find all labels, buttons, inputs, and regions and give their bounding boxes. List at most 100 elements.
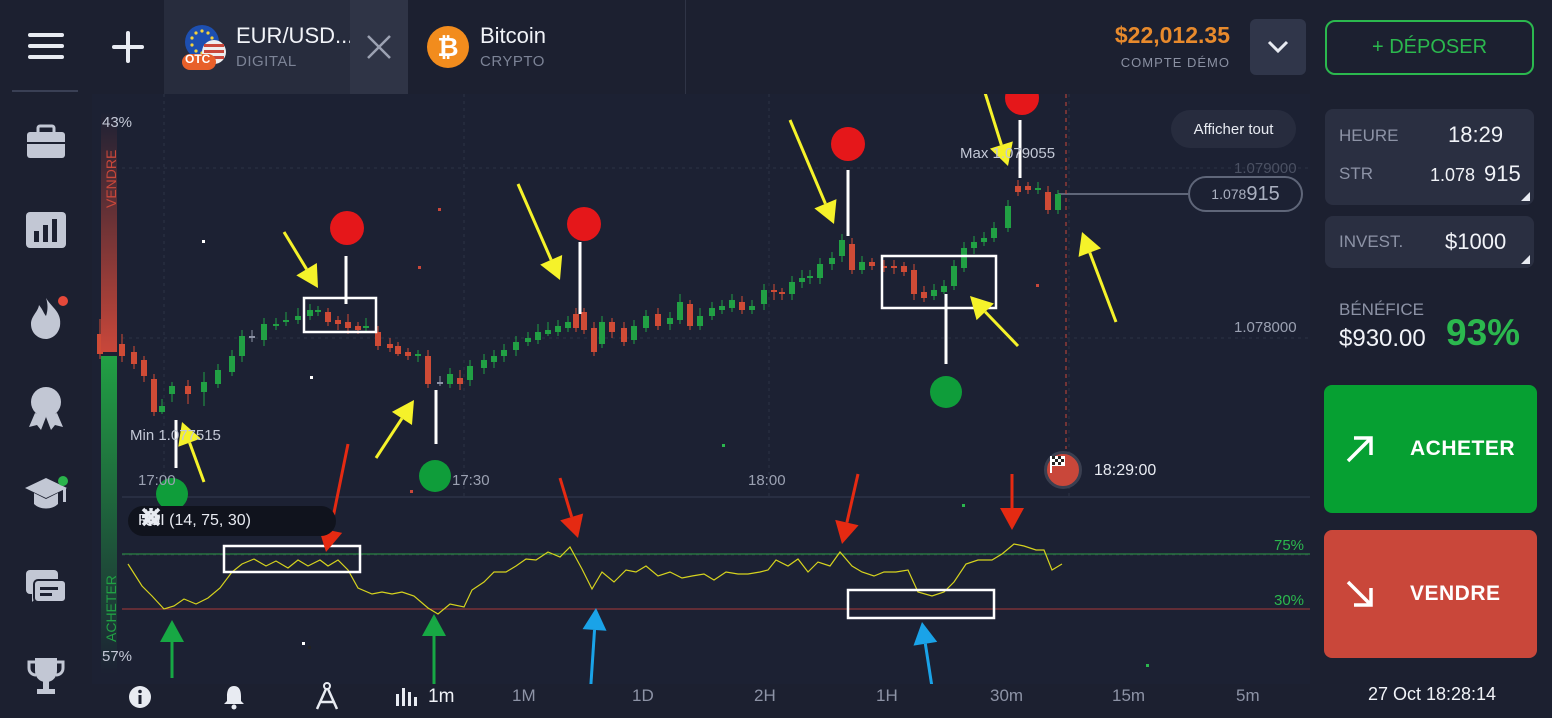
deposit-button[interactable]: + DÉPOSER [1325,20,1534,75]
candle [283,320,289,322]
candle [239,336,245,356]
candle [891,266,897,268]
education-icon[interactable] [18,466,74,522]
candle [457,378,463,384]
chart-type-icon[interactable] [394,686,418,708]
sentiment-buy-percent: 57% [102,648,133,665]
candle [491,356,497,362]
candle [355,326,361,330]
buy-button[interactable]: ACHETER [1324,385,1537,513]
chat-icon[interactable] [18,560,74,616]
candle [655,314,661,326]
candle [425,356,431,384]
timeframe-option[interactable]: 1m [428,686,455,707]
x-tick-label: 18:00 [748,472,786,489]
sell-label: VENDRE [1410,582,1501,605]
candle [789,282,795,294]
yellow-arrow [282,231,308,270]
blue-arrow [582,608,607,631]
timeframe-option[interactable]: 5m [1236,686,1260,705]
account-balance[interactable]: $22,012.35 COMPTE DÉMO [1115,22,1230,70]
bell-icon[interactable] [222,684,246,710]
tab-bitcoin-title: Bitcoin [480,23,547,48]
candle [599,322,605,344]
sell-button[interactable]: VENDRE [1324,530,1537,658]
expiry-marker[interactable] [1044,451,1082,489]
candle [807,276,813,278]
drawing-tools-icon[interactable] [314,682,340,710]
svg-text:₿: ₿ [437,33,458,63]
rail-divider [12,90,78,92]
account-dropdown-button[interactable] [1250,19,1306,75]
timeframe-option[interactable]: 15m [1112,686,1146,705]
sell-signal-marker [1005,94,1039,115]
timeframe-option[interactable]: 1M [512,686,536,705]
timeframe-option[interactable]: 30m [990,686,1024,705]
timeframe-option[interactable]: 1H [876,686,898,705]
hot-assets-icon[interactable] [18,290,74,346]
tab-eurusd-title: EUR/USD... [236,23,354,48]
invest-card[interactable]: INVEST. $1000 [1325,216,1534,268]
candle [573,314,579,328]
red-arrow [845,473,860,523]
blue-arrow [923,643,934,684]
candle [869,262,875,266]
close-icon [367,35,391,59]
chart-dot [308,646,311,649]
time-card[interactable]: HEURE 18:29 STR 1.078 915 [1325,109,1534,205]
candle [687,304,693,326]
candle [631,326,637,340]
info-icon[interactable] [128,685,152,709]
candle [1025,186,1031,190]
candle [119,344,125,356]
candle [513,342,519,350]
sentiment-sell-label-box: VENDRE [95,150,123,214]
max-price-label: Max 1.079055 [960,145,1056,162]
expiry-time: 18:29:00 [1094,462,1157,479]
candle [141,360,147,376]
green-arrow [422,614,446,636]
portfolio-icon[interactable] [18,114,74,170]
candle [437,382,443,384]
finish-flag-icon [1050,456,1065,473]
candle [931,290,937,296]
timeframe-option[interactable]: 1D [632,686,654,705]
tab-bitcoin[interactable]: ₿ Bitcoin CRYPTO [408,0,686,94]
time-value: 18:29 [1448,122,1504,147]
achievements-icon[interactable] [18,380,74,436]
rsi-lower-level: 30% [1274,592,1305,609]
add-asset-button[interactable] [92,0,164,94]
chart-toolbar: 1m 1M 1D 2H 1H 30m 15m 5m [92,676,1310,718]
candle [591,328,597,352]
candle [817,264,823,278]
candle [667,318,673,324]
price-chart[interactable]: Afficher tout Max 1.079055 Min 1.077515 … [92,94,1310,684]
yellow-arrow [391,400,414,425]
arrow-up-right-icon [1346,436,1373,463]
candle [881,266,887,268]
yellow-arrow [1088,252,1118,323]
tab-eurusd[interactable]: OTC EUR/USD... DIGITAL [164,0,408,94]
yellow-arrow [296,262,318,288]
candle [535,332,541,340]
close-icon[interactable] [140,506,162,528]
gear-icon[interactable] [140,506,162,528]
chart-dot [1036,284,1039,287]
timeframe-option[interactable]: 2H [754,686,776,705]
candle [709,308,715,316]
sentiment-sell-percent: 43% [102,114,133,131]
analytics-icon[interactable] [18,202,74,258]
candle [643,316,649,328]
candle [981,238,987,242]
menu-icon[interactable] [18,18,74,74]
yellow-arrow [788,119,827,205]
blue-arrow [589,629,597,684]
chart-dot [962,504,965,507]
candle [97,334,103,354]
show-all-button[interactable]: Afficher tout [1171,110,1296,148]
candle [951,266,957,286]
close-tab-button[interactable] [350,0,408,94]
yellow-arrow [983,94,1003,146]
trophy-icon[interactable] [18,648,74,704]
